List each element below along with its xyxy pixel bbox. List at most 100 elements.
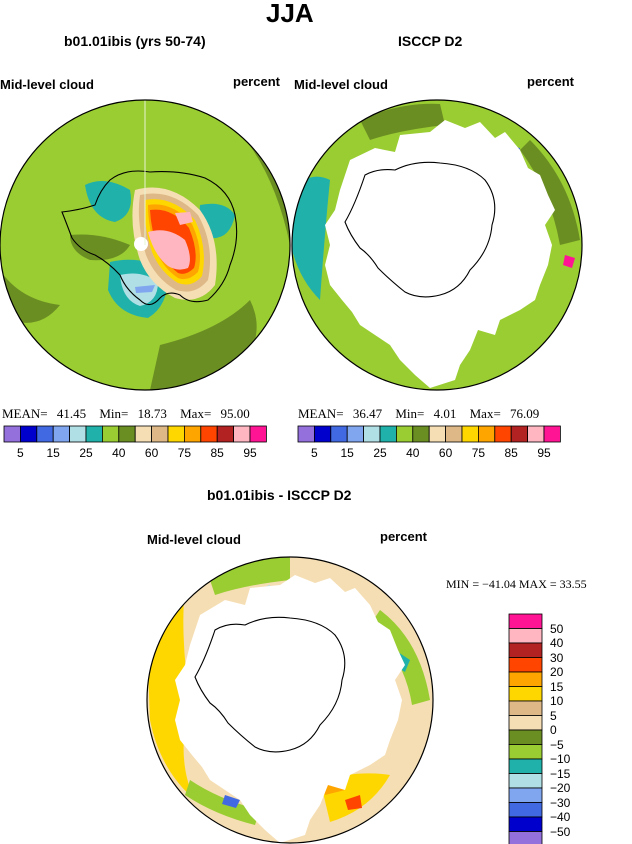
diff-colorbar	[508, 613, 543, 844]
diff-colorbar-swatch	[508, 773, 543, 789]
diff-colorbar-swatch	[508, 802, 543, 818]
right-colorbar-swatch	[428, 425, 447, 443]
right-max-label: Max=	[469, 406, 501, 421]
left-colorbar-swatch	[151, 425, 169, 443]
right-panel-title: ISCCP D2	[398, 33, 463, 49]
left-map-border	[0, 99, 291, 391]
left-variable-label: Mid-level cloud	[0, 77, 94, 92]
right-colorbar-tick-label: 95	[537, 446, 551, 460]
right-min-value: 4.01	[433, 406, 457, 421]
left-map-pole-hole	[134, 237, 148, 251]
diff-colorbar-tick-label: 40	[550, 636, 564, 650]
right-colorbar-swatch	[445, 425, 463, 443]
left-colorbar-swatch	[102, 425, 120, 443]
left-stats: MEAN= 41.45 Min= 18.73 Max= 95.00	[2, 406, 250, 422]
diff-colorbar-tick-label: −10	[550, 752, 571, 766]
diff-panel-title: b01.01ibis - ISCCP D2	[207, 487, 352, 503]
right-colorbar-tick-label: 60	[438, 446, 453, 460]
right-units-label: percent	[527, 74, 574, 89]
left-units-label: percent	[233, 74, 280, 89]
left-colorbar-swatch	[134, 425, 152, 443]
left-max-label: Max=	[180, 406, 212, 421]
diff-colorbar-tick-label: 20	[550, 665, 564, 679]
left-max-value: 95.00	[220, 406, 250, 421]
diff-minmax: MIN = −41.04 MAX = 33.55	[446, 577, 587, 591]
right-stats: MEAN= 36.47 Min= 4.01 Max= 76.09	[298, 406, 539, 422]
diff-map-border	[146, 556, 434, 844]
right-colorbar-swatch	[346, 425, 365, 443]
diff-units-label: percent	[380, 529, 427, 544]
left-map-core-95b	[175, 212, 193, 225]
right-colorbar-swatch	[461, 425, 479, 443]
right-map-border	[291, 99, 583, 391]
diff-colorbar-tick-label: 10	[550, 694, 564, 708]
right-colorbar-tick-label: 85	[504, 446, 518, 460]
diff-colorbar-swatch	[508, 700, 543, 716]
diff-map	[146, 556, 434, 844]
right-colorbar-swatch	[477, 425, 496, 443]
left-map-core-95	[148, 230, 190, 270]
right-map-coastline	[344, 161, 496, 298]
right-map	[291, 99, 583, 391]
diff-colorbar-swatch	[508, 787, 543, 803]
right-colorbar-swatch	[330, 425, 348, 443]
diff-colorbar-swatch	[508, 744, 543, 760]
left-map	[0, 99, 291, 391]
right-colorbar-tick-label: 75	[471, 446, 486, 460]
diff-map-patch-red	[345, 795, 362, 810]
diff-colorbar-swatch	[508, 816, 543, 832]
diff-colorbar-tick-label: 50	[550, 621, 564, 636]
right-map-missing-data	[325, 120, 555, 388]
right-colorbar-swatch	[313, 425, 332, 443]
left-colorbar-swatch	[249, 425, 267, 443]
right-colorbar-swatch	[395, 425, 414, 443]
diff-colorbar-tick-label: 0	[550, 723, 557, 737]
left-colorbar-tick-label: 60	[144, 446, 159, 460]
left-colorbar-swatch	[3, 425, 21, 443]
diff-colorbar-swatch	[508, 657, 543, 673]
right-mean-label: MEAN=	[298, 406, 344, 421]
right-colorbar-swatch	[510, 425, 529, 443]
diff-colorbar-swatch	[508, 758, 543, 774]
diff-colorbar-tick-label: −50	[550, 824, 571, 839]
left-map-patch-teal-1	[85, 181, 131, 222]
diff-colorbar-swatch	[508, 686, 543, 702]
diff-colorbar-tick-label: −15	[550, 766, 571, 781]
right-min-label: Min=	[395, 406, 425, 421]
right-colorbar-tick-label: 40	[406, 446, 420, 460]
diff-colorbar-tick-label: 30	[550, 650, 564, 665]
right-colorbar-tick-label: 15	[340, 446, 354, 460]
diff-colorbar-tick-label: −40	[550, 810, 571, 824]
diff-colorbar-tick-label: 5	[550, 708, 557, 723]
left-min-value: 18.73	[137, 406, 167, 421]
right-colorbar-swatch	[363, 425, 381, 443]
diff-colorbar-swatch	[508, 628, 543, 644]
left-colorbar	[3, 425, 267, 443]
left-colorbar-tick-label: 40	[112, 446, 126, 460]
diff-colorbar-swatch	[508, 671, 543, 687]
right-colorbar	[297, 425, 561, 443]
right-mean-value: 36.47	[352, 406, 383, 421]
right-variable-label: Mid-level cloud	[294, 77, 388, 92]
diff-map-missing-data	[175, 575, 405, 843]
left-colorbar-swatch	[19, 425, 38, 443]
season-title: JJA	[266, 0, 314, 28]
diff-colorbar-swatch	[508, 642, 543, 658]
left-mean-value: 41.45	[56, 406, 87, 421]
left-colorbar-tick-label: 85	[210, 446, 224, 460]
diff-variable-label: Mid-level cloud	[147, 532, 241, 547]
left-map-patch-olive	[70, 234, 130, 261]
diff-colorbar-swatch	[508, 831, 543, 844]
left-colorbar-tick-label: 25	[79, 446, 93, 460]
diff-colorbar-swatch	[508, 613, 543, 629]
right-colorbar-swatch	[379, 425, 397, 443]
left-mean-label: MEAN=	[2, 406, 48, 421]
left-colorbar-swatch	[183, 425, 202, 443]
left-colorbar-swatch	[233, 425, 251, 443]
left-min-label: Min=	[99, 406, 129, 421]
left-colorbar-swatch	[200, 425, 218, 443]
right-map-patch-teal	[292, 176, 330, 300]
left-colorbar-tick-label: 95	[243, 446, 257, 460]
right-colorbar-swatch	[527, 425, 545, 443]
